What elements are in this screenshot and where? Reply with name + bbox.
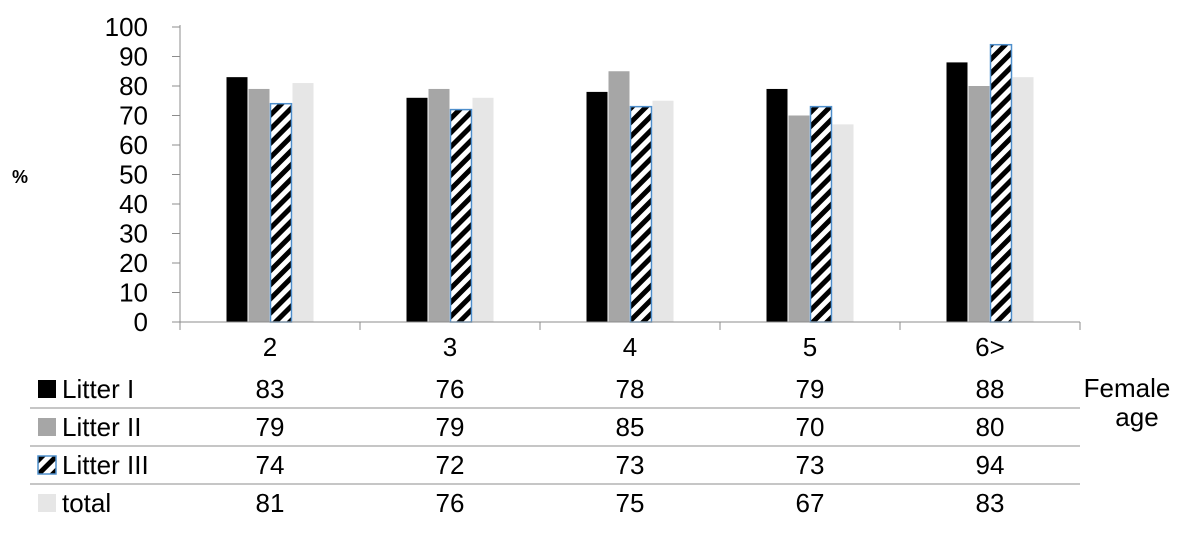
bar-litter-iii-1 (269, 102, 293, 323)
table-value: 85 (616, 412, 645, 442)
bar-total-4 (832, 124, 854, 322)
y-tick-label: 90 (119, 42, 148, 72)
table-value: 80 (976, 412, 1005, 442)
table-value: 73 (616, 450, 645, 480)
legend-label: Litter III (62, 450, 149, 480)
legend-key-litter-i (38, 380, 56, 398)
table-value: 76 (436, 488, 465, 518)
x-axis-label-line2: age (1115, 402, 1158, 432)
bar-litter-ii-3 (608, 71, 630, 322)
table-value: 81 (256, 488, 285, 518)
bar-litter-ii-2 (428, 88, 450, 322)
bar-litter-iii-3 (629, 105, 653, 323)
x-tick-label: 2 (263, 332, 277, 362)
y-tick-label: 40 (119, 189, 148, 219)
table-value: 72 (436, 450, 465, 480)
table-value: 79 (256, 412, 285, 442)
table-value: 75 (616, 488, 645, 518)
bar-total-5 (1012, 77, 1034, 323)
table-value: 83 (976, 488, 1005, 518)
bar-litter-iii-4 (809, 105, 833, 323)
bar-litter-i-5 (946, 62, 968, 323)
bar-litter-iii-5 (989, 43, 1013, 323)
bar-litter-iii-2 (449, 108, 473, 323)
table-value: 79 (436, 412, 465, 442)
bar-total-3 (652, 100, 674, 322)
table-value: 73 (796, 450, 825, 480)
legend-key-litter-iii (37, 455, 57, 475)
legend-label: Litter II (62, 412, 141, 442)
table-value: 76 (436, 374, 465, 404)
x-tick-label: 3 (443, 332, 457, 362)
bar-litter-ii-4 (788, 115, 810, 322)
bar-litter-i-1 (226, 77, 248, 323)
legend-key-total (38, 494, 56, 512)
y-tick-label: 0 (134, 307, 148, 337)
table-value: 94 (976, 450, 1005, 480)
bar-total-2 (472, 97, 494, 322)
y-tick-label: 80 (119, 71, 148, 101)
table-value: 67 (796, 488, 825, 518)
y-axis-label: % (12, 167, 28, 187)
table-value: 88 (976, 374, 1005, 404)
x-axis-label-line1: Female (1084, 373, 1171, 403)
legend-label: Litter I (62, 374, 134, 404)
table-value: 70 (796, 412, 825, 442)
x-tick-label: 6> (975, 332, 1005, 362)
table-value: 79 (796, 374, 825, 404)
bar-litter-i-3 (586, 91, 608, 323)
table-value: 74 (256, 450, 285, 480)
legend-label: total (62, 488, 111, 518)
y-tick-label: 70 (119, 101, 148, 131)
table-value: 78 (616, 374, 645, 404)
y-tick-label: 20 (119, 248, 148, 278)
bar-litter-ii-1 (248, 88, 270, 322)
y-tick-label: 50 (119, 160, 148, 190)
x-tick-label: 5 (803, 332, 817, 362)
y-tick-label: 10 (119, 278, 148, 308)
legend-key-litter-ii (38, 418, 56, 436)
x-tick-label: 4 (623, 332, 637, 362)
bar-total-1 (292, 83, 314, 322)
y-tick-label: 100 (105, 12, 148, 42)
bar-litter-i-2 (406, 97, 428, 322)
bar-litter-ii-5 (968, 86, 990, 322)
y-tick-label: 30 (119, 219, 148, 249)
table-value: 83 (256, 374, 285, 404)
bar-litter-i-4 (766, 88, 788, 322)
y-tick-label: 60 (119, 130, 148, 160)
